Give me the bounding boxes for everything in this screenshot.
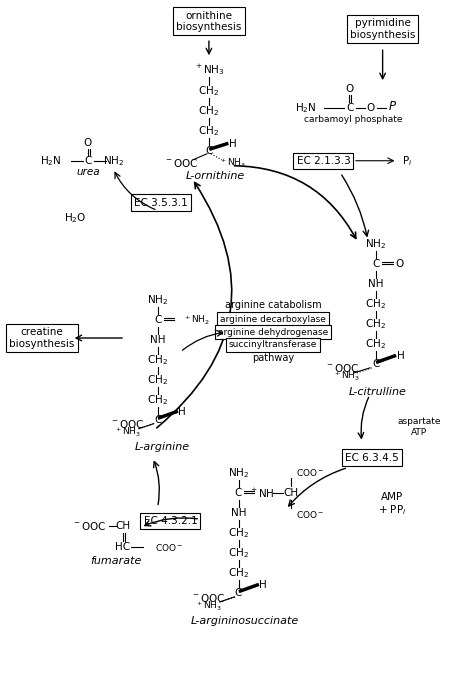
Text: CH$_2$: CH$_2$: [228, 526, 249, 540]
Text: $^+$NH$_3$: $^+$NH$_3$: [219, 157, 246, 170]
Text: urea: urea: [77, 167, 100, 177]
Text: ATP: ATP: [411, 428, 427, 437]
Text: + PP$_i$: + PP$_i$: [378, 503, 407, 517]
Text: CH$_2$: CH$_2$: [198, 124, 219, 138]
Text: CH$_2$: CH$_2$: [198, 104, 219, 118]
Text: HC: HC: [116, 542, 130, 552]
Text: C: C: [235, 588, 242, 598]
Text: L-citrulline: L-citrulline: [349, 386, 407, 397]
Text: P$_i$: P$_i$: [402, 154, 413, 167]
Text: H: H: [260, 580, 267, 590]
Text: arginine decarboxylase: arginine decarboxylase: [220, 315, 326, 323]
Text: NH$_2$: NH$_2$: [147, 294, 168, 307]
Text: CH$_2$: CH$_2$: [365, 317, 386, 331]
Text: $^-$OOC: $^-$OOC: [325, 362, 360, 374]
Text: $^+$NH$_3$: $^+$NH$_3$: [195, 599, 221, 612]
Text: CH$_2$: CH$_2$: [147, 393, 168, 407]
Text: O: O: [83, 138, 92, 148]
Text: NH: NH: [231, 508, 246, 518]
Text: CH$_2$: CH$_2$: [147, 373, 168, 386]
Text: NH: NH: [150, 335, 165, 345]
Text: COO$^-$: COO$^-$: [296, 467, 324, 478]
Text: NH: NH: [368, 279, 384, 290]
Text: pyrimidine
biosynthesis: pyrimidine biosynthesis: [350, 18, 415, 40]
Text: $^+$NH: $^+$NH: [249, 487, 275, 500]
Text: $^+$NH$_2$: $^+$NH$_2$: [183, 313, 210, 327]
Text: C: C: [154, 415, 161, 424]
Text: CH$_2$: CH$_2$: [365, 297, 386, 311]
Text: EC 3.5.3.1: EC 3.5.3.1: [134, 197, 188, 207]
Text: L-arginine: L-arginine: [135, 441, 190, 452]
Text: CH$_2$: CH$_2$: [147, 353, 168, 367]
Text: C: C: [205, 146, 213, 156]
Text: pathway: pathway: [252, 353, 294, 363]
Text: O: O: [345, 84, 353, 94]
Text: O: O: [366, 103, 375, 113]
Text: CH: CH: [283, 488, 298, 498]
Text: $^+$NH$_3$: $^+$NH$_3$: [194, 62, 224, 77]
Text: arginine catabolism: arginine catabolism: [225, 300, 321, 310]
Text: C: C: [85, 156, 92, 165]
Text: $^-$OOC: $^-$OOC: [164, 157, 199, 169]
Text: $^-$OOC: $^-$OOC: [191, 592, 225, 604]
Text: H: H: [229, 139, 236, 148]
Text: H$_2$O: H$_2$O: [65, 212, 87, 225]
Text: aspartate: aspartate: [397, 417, 441, 426]
Text: CH$_2$: CH$_2$: [228, 546, 249, 560]
Text: NH$_2$: NH$_2$: [365, 237, 386, 252]
Text: $^-$OOC: $^-$OOC: [110, 418, 144, 430]
Text: O: O: [395, 259, 403, 269]
Text: $^-$OOC: $^-$OOC: [72, 520, 106, 532]
Text: H$_2$N: H$_2$N: [295, 101, 317, 115]
Text: C: C: [372, 259, 379, 269]
Text: $^+$NH$_3$: $^+$NH$_3$: [113, 426, 141, 439]
Text: CH$_2$: CH$_2$: [198, 84, 219, 98]
Text: CH: CH: [116, 521, 130, 532]
Text: NH$_2$: NH$_2$: [103, 154, 124, 167]
Text: carbamoyl phosphate: carbamoyl phosphate: [304, 115, 402, 124]
Text: H: H: [178, 407, 186, 417]
Text: EC 4.3.2.1: EC 4.3.2.1: [143, 516, 197, 526]
Text: COO$^-$: COO$^-$: [154, 542, 183, 553]
Text: CH$_2$: CH$_2$: [365, 337, 386, 351]
Text: ornithine
biosynthesis: ornithine biosynthesis: [176, 10, 242, 32]
Text: succinyltransferase: succinyltransferase: [229, 340, 317, 349]
Text: arginine dehydrogenase: arginine dehydrogenase: [218, 327, 328, 336]
Text: L-ornithine: L-ornithine: [185, 171, 244, 180]
Text: CH$_2$: CH$_2$: [228, 566, 249, 580]
Text: creatine
biosynthesis: creatine biosynthesis: [9, 327, 75, 348]
Text: NH$_2$: NH$_2$: [228, 466, 249, 480]
Text: AMP: AMP: [381, 492, 404, 502]
Text: C: C: [346, 103, 354, 113]
Text: C: C: [235, 488, 242, 498]
Text: H: H: [396, 351, 404, 361]
Text: C: C: [372, 359, 379, 369]
Text: $\it{P}$: $\it{P}$: [388, 100, 397, 113]
Text: COO$^-$: COO$^-$: [296, 508, 324, 520]
Text: L-argininosuccinate: L-argininosuccinate: [190, 616, 299, 626]
Text: fumarate: fumarate: [90, 556, 142, 566]
Text: EC 6.3.4.5: EC 6.3.4.5: [345, 452, 399, 462]
Text: H$_2$N: H$_2$N: [40, 154, 62, 167]
Text: EC 2.1.3.3: EC 2.1.3.3: [296, 156, 350, 165]
Text: $^+$NH$_3$: $^+$NH$_3$: [333, 370, 360, 384]
Text: C: C: [154, 315, 161, 325]
